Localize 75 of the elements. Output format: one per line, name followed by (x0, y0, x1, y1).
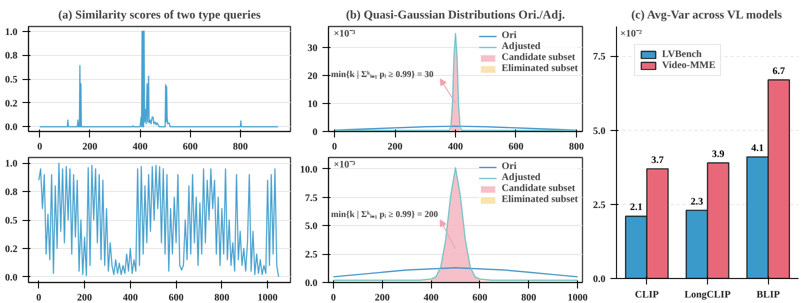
x-tick-label: LongCLIP (684, 290, 731, 300)
x-tick-label: 200 (82, 142, 98, 152)
x-tick-label: 400 (424, 292, 439, 303)
annotation: ×10⁻³ (334, 160, 356, 170)
chart-title: (c) Avg-Var across VL models (631, 8, 782, 22)
legend-label: Candidate subset (502, 52, 576, 63)
y-tick-label: 0.0 (593, 274, 606, 285)
y-tick-label: 0.8 (5, 50, 18, 62)
data-label: 4.1 (751, 142, 764, 154)
y-tick-label: 7.5 (593, 52, 606, 63)
y-tick-label: 7.5 (305, 192, 318, 204)
line-series (39, 30, 279, 128)
legend-label: Candidate subset (502, 183, 576, 194)
legend-label: Ori (502, 30, 518, 41)
annotation: ×10⁻² (620, 28, 642, 40)
y-tick-label: 0.5 (5, 216, 18, 226)
x-tick-label: 0 (330, 292, 336, 303)
y-tick-label: 0.2 (5, 244, 18, 255)
x-tick-label: 0 (332, 142, 338, 152)
x-tick-label: 800 (214, 292, 230, 303)
x-tick-label: 1000 (258, 292, 278, 303)
data-label: 3.9 (712, 148, 724, 160)
x-tick-label: BLIP (756, 290, 780, 300)
annotation: min{k | Σᵏᵢ₌₁ pᵢ ≥ 0.99} = 200 (331, 208, 438, 219)
y-tick-label: 1.0 (5, 26, 18, 38)
x-tick-label: 800 (232, 142, 248, 152)
y-tick-label: 20 (308, 71, 318, 82)
y-tick-label: 0.0 (5, 272, 18, 284)
x-tick-label: 400 (448, 142, 463, 152)
line-series (38, 162, 280, 278)
chart-title: (a) Similarity scores of two type queries (58, 8, 262, 22)
y-tick-label: 10 (308, 99, 318, 110)
y-tick-label: 2.5 (593, 200, 606, 211)
legend-label: Ori (502, 161, 518, 172)
y-tick-label: 0.5 (5, 74, 18, 86)
y-tick-label: 0.8 (5, 187, 18, 198)
data-label: 3.7 (651, 154, 664, 166)
legend-label: LVBench (662, 49, 702, 60)
y-tick-label: 0.2 (5, 98, 18, 110)
data-label: 6.7 (772, 66, 786, 77)
y-tick-label: 30 (308, 43, 318, 54)
x-tick-label: 600 (508, 142, 524, 152)
y-tick-label: 2.5 (305, 250, 318, 261)
y-tick-label: 0.0 (5, 122, 18, 134)
data-label: 2.1 (630, 202, 642, 214)
x-tick-label: 1000 (568, 292, 588, 303)
data-label: 2.3 (690, 196, 704, 208)
legend-label: Adjusted (502, 41, 540, 52)
y-tick-label: 0 (312, 127, 318, 138)
annotation: ×10⁻³ (334, 28, 356, 40)
x-tick-label: 0 (36, 292, 42, 303)
x-tick-label: 600 (168, 292, 184, 303)
x-tick-label: 400 (122, 292, 138, 303)
x-tick-label: CLIP (634, 290, 659, 300)
x-tick-label: 600 (182, 142, 198, 152)
y-tick-label: 5.0 (593, 126, 606, 137)
x-tick-label: 800 (568, 142, 584, 152)
x-tick-label: 200 (77, 292, 92, 303)
y-tick-label: 5.0 (305, 221, 318, 232)
legend-label: Video-MME (662, 60, 716, 71)
x-tick-label: 400 (132, 142, 148, 152)
x-tick-label: 200 (388, 142, 403, 152)
line-series (332, 267, 578, 278)
x-tick-label: 800 (521, 292, 536, 303)
x-tick-label: 600 (472, 292, 488, 303)
legend-label: Eliminated subset (502, 63, 578, 74)
legend-label: Eliminated subset (502, 194, 578, 205)
x-tick-label: 200 (374, 292, 390, 303)
legend-label: Adjusted (502, 172, 540, 183)
y-tick-label: 10.0 (300, 164, 318, 176)
annotation: min{k | Σᵏᵢ₌₁ pᵢ ≥ 0.99} = 30 (331, 68, 434, 79)
chart-title: (b) Quasi-Gaussian Distributions Ori./Adj. (346, 8, 566, 22)
y-tick-label: 0.0 (305, 278, 318, 289)
y-tick-label: 1.0 (5, 158, 18, 170)
x-tick-label: 0 (37, 142, 42, 152)
